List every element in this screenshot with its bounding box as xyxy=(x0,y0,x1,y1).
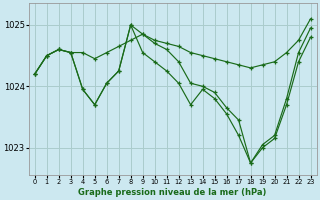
X-axis label: Graphe pression niveau de la mer (hPa): Graphe pression niveau de la mer (hPa) xyxy=(78,188,267,197)
